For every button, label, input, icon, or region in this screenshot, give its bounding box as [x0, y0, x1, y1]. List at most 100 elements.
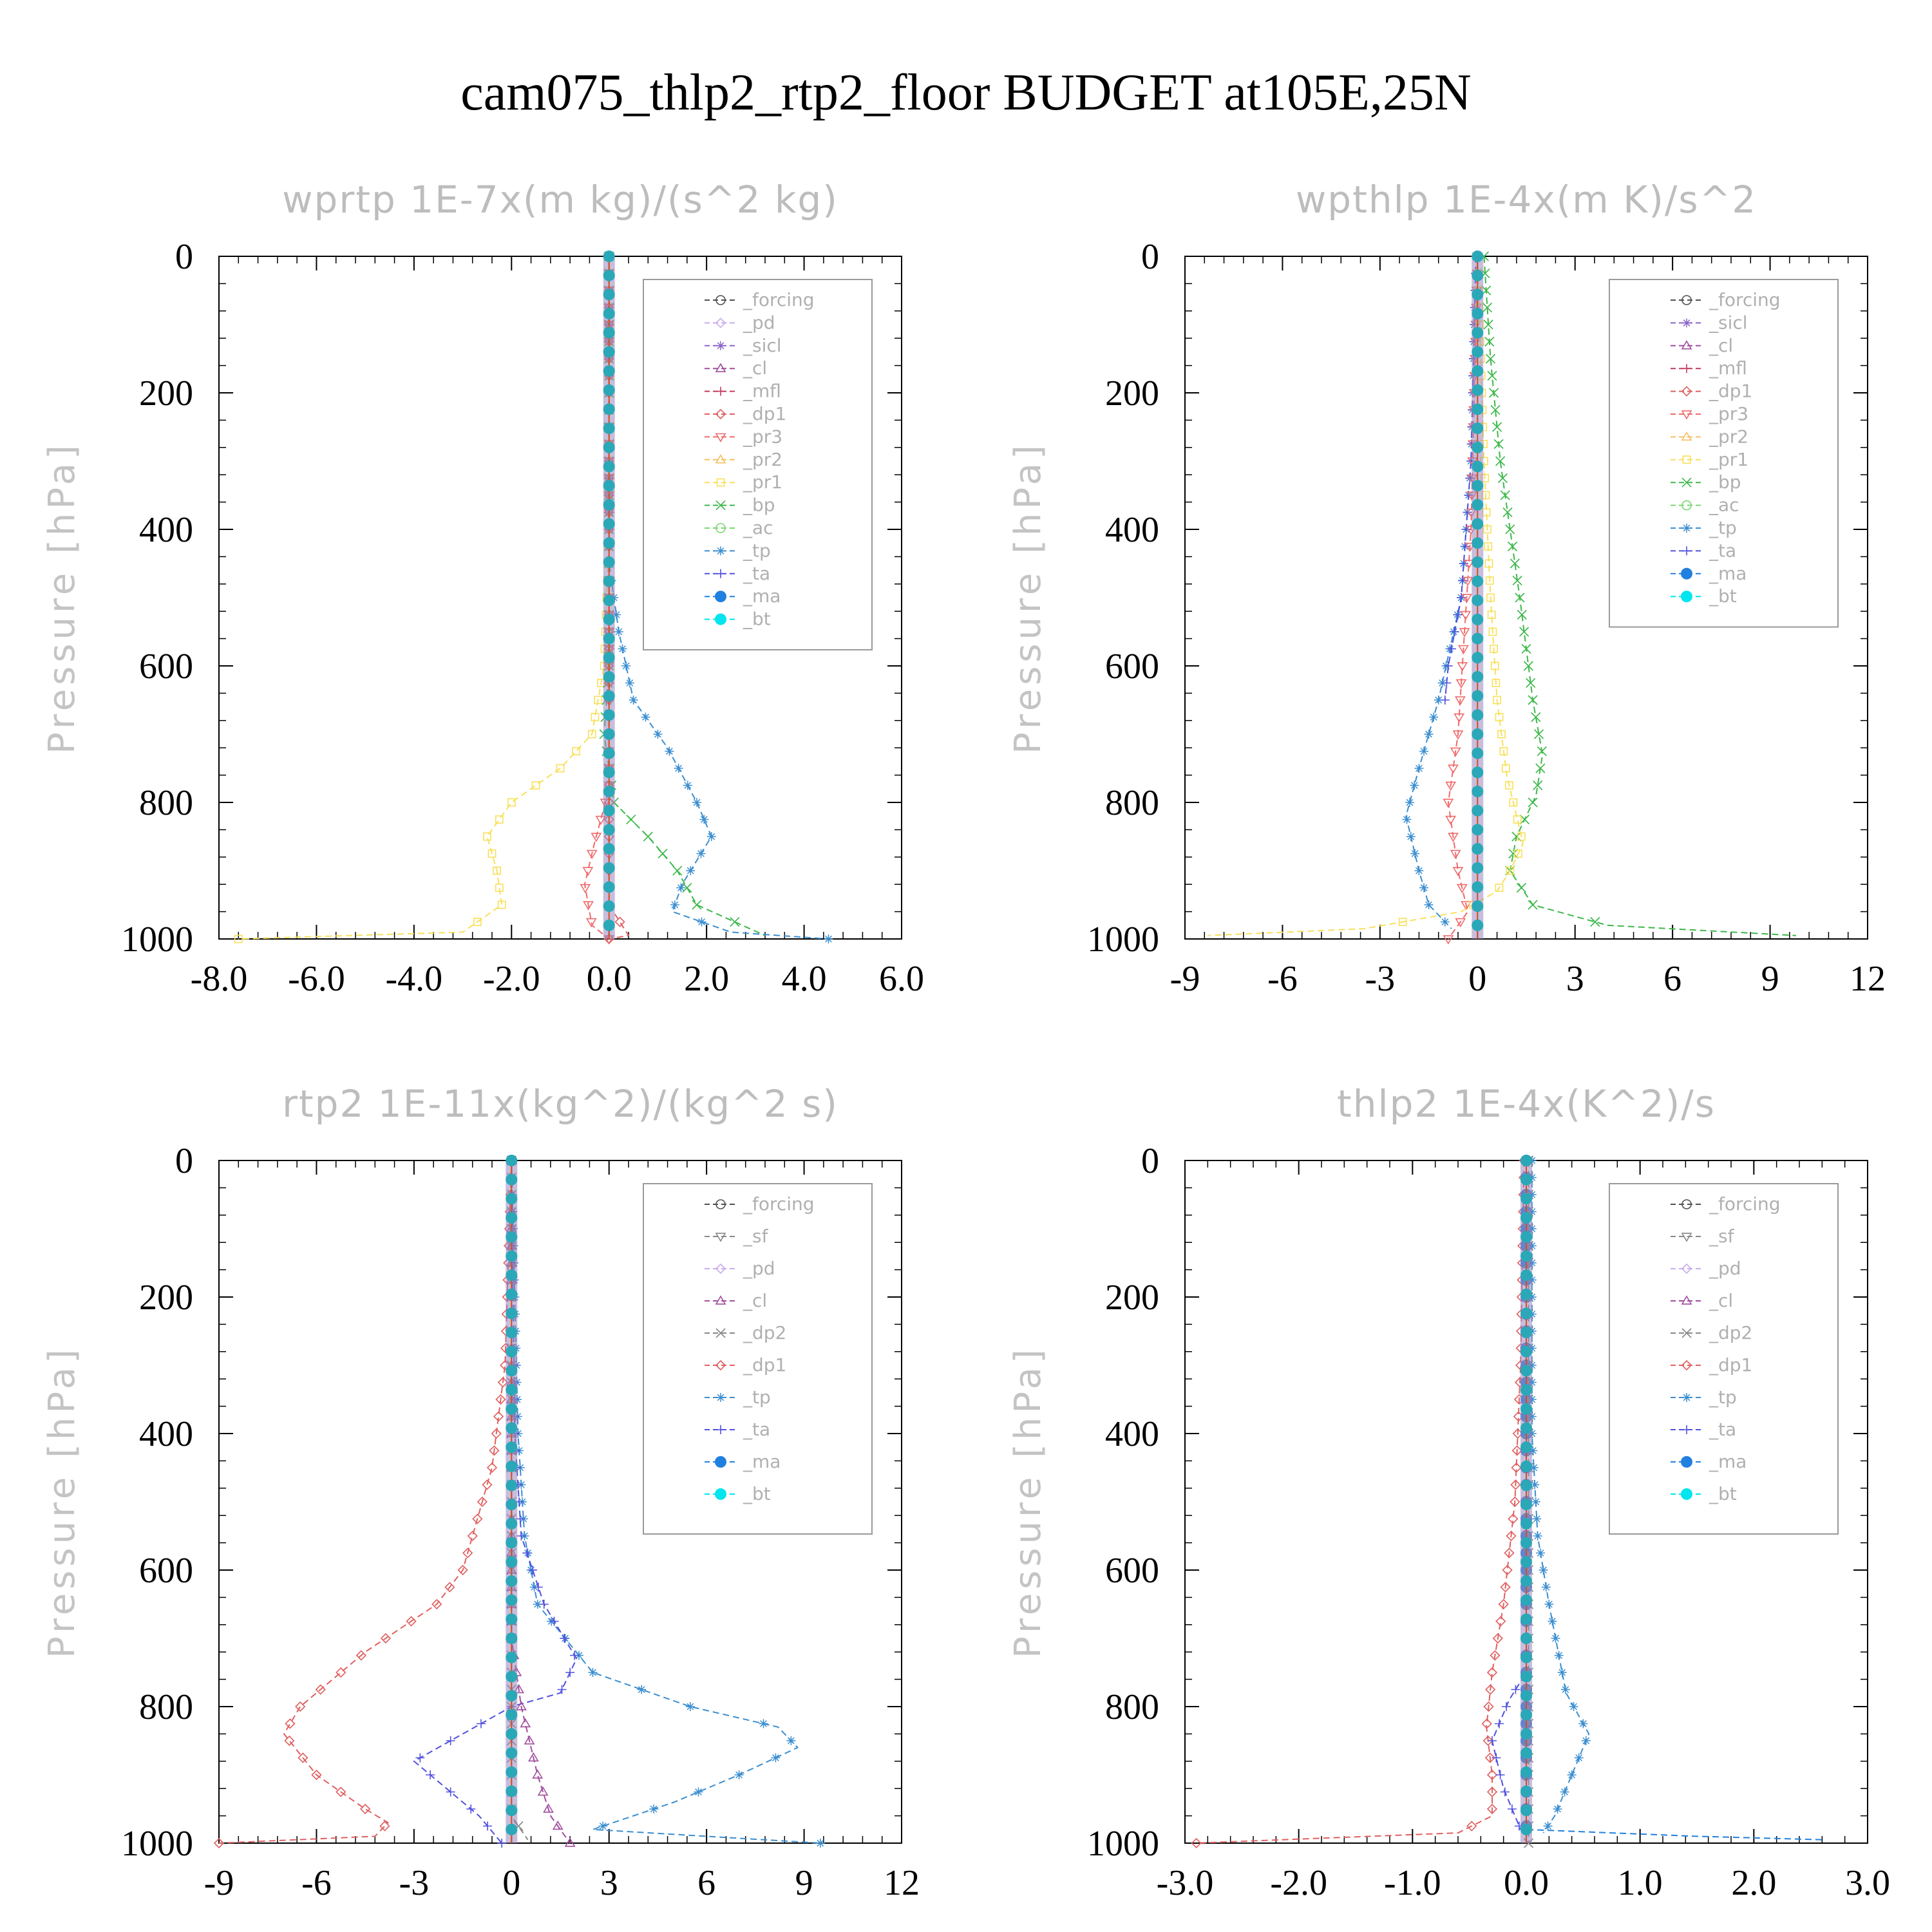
series-marker — [539, 1600, 549, 1609]
series-marker — [692, 798, 701, 807]
bt-marker — [603, 862, 615, 874]
series-marker — [621, 661, 631, 670]
series-marker — [527, 1752, 539, 1762]
series-marker — [1483, 319, 1493, 330]
series-marker — [1551, 1634, 1560, 1643]
bt-marker — [603, 900, 615, 913]
legend-marker — [1681, 295, 1692, 305]
legend-marker — [716, 1393, 725, 1402]
series-marker — [629, 696, 638, 705]
bt-marker — [1472, 365, 1484, 377]
x-tick-label: 0.0 — [1504, 1863, 1549, 1903]
y-tick-label: 1000 — [121, 1824, 193, 1864]
y-tick-label: 600 — [1105, 647, 1159, 687]
series-marker — [1517, 609, 1527, 620]
bt-marker — [1472, 308, 1484, 320]
series-marker — [614, 916, 625, 927]
panel-1: wprtp 1E-7x(m kg)/(s^2 kg) Pressure [hPa]… — [41, 178, 924, 999]
bt-marker — [603, 670, 615, 683]
series-marker — [1581, 1736, 1591, 1745]
series-marker — [1530, 1480, 1540, 1490]
bt-marker — [1520, 1728, 1532, 1740]
series-marker — [1497, 730, 1506, 739]
series-marker — [495, 884, 504, 892]
legend-marker — [1681, 1488, 1692, 1500]
series-marker — [653, 730, 663, 739]
bt-marker — [1472, 327, 1484, 339]
bt-marker — [1520, 1173, 1532, 1186]
legend-marker — [716, 478, 725, 487]
series-marker — [1505, 781, 1513, 790]
legend-marker — [1681, 1456, 1692, 1468]
bt-marker — [1520, 1575, 1532, 1587]
series-marker — [1511, 831, 1522, 842]
legend-entry: _pr2 — [743, 449, 782, 470]
bt-marker — [603, 537, 615, 549]
legend-entry: _forcing — [743, 1193, 815, 1215]
y-tick-label: 200 — [1105, 1278, 1159, 1318]
series-marker — [598, 1821, 608, 1831]
series-marker — [1511, 1445, 1522, 1456]
series-marker — [1560, 1787, 1569, 1797]
bt-marker — [1520, 1479, 1532, 1492]
series-marker — [618, 644, 627, 654]
series-marker — [522, 1548, 532, 1558]
bt-marker — [1472, 480, 1484, 492]
series-marker — [497, 900, 506, 909]
series-marker — [516, 1531, 526, 1540]
legend-marker — [1681, 500, 1692, 511]
series-line-dp1 — [218, 1160, 513, 1844]
bt-marker — [506, 1537, 518, 1549]
legend-marker — [715, 317, 726, 328]
series-marker — [1483, 1701, 1494, 1712]
series-marker — [1567, 1770, 1577, 1779]
legend-entry: _pr3 — [743, 426, 782, 447]
bt-marker — [603, 843, 615, 855]
bt-marker — [1520, 1403, 1532, 1415]
legend-entry: _tp — [1709, 1387, 1737, 1408]
x-tick-label: 4.0 — [782, 959, 827, 999]
bt-marker — [1472, 632, 1484, 645]
series-marker — [692, 900, 702, 910]
series-marker — [426, 1770, 435, 1779]
series-marker — [1454, 713, 1465, 723]
series-marker — [457, 1564, 468, 1576]
plot-frame — [1184, 256, 1868, 940]
x-tick-label: 0 — [502, 1863, 520, 1903]
series-marker — [1510, 558, 1520, 569]
series-marker — [1533, 729, 1544, 739]
bt-marker — [1472, 594, 1484, 607]
legend-entry: _bt — [743, 1483, 771, 1504]
bt-marker — [603, 690, 615, 702]
series-marker — [1429, 712, 1439, 722]
legend-entry: _dp2 — [1709, 1322, 1752, 1343]
series-marker — [379, 1821, 390, 1832]
series-marker — [1536, 1548, 1546, 1558]
bt-marker — [1520, 1785, 1532, 1797]
x-tick-label: 12 — [884, 1863, 920, 1903]
bt-marker — [1520, 1250, 1532, 1262]
series-marker — [1485, 576, 1494, 585]
series-marker — [1508, 1513, 1519, 1524]
series-line-tp — [511, 1160, 820, 1844]
series-marker — [493, 866, 501, 875]
x-tick-label: -9 — [1170, 959, 1200, 999]
series-marker — [1484, 542, 1493, 551]
bt-marker — [1472, 862, 1484, 874]
bt-marker — [506, 1804, 518, 1817]
series-marker — [1517, 832, 1526, 841]
legend-entry: _pd — [1709, 1258, 1741, 1279]
series-marker — [285, 1718, 296, 1729]
series-marker — [1443, 661, 1453, 670]
bt-marker — [506, 1556, 518, 1568]
series-marker — [586, 849, 598, 860]
series-marker — [641, 712, 650, 722]
x-tick-label: -1.0 — [1384, 1863, 1441, 1903]
series-marker — [1495, 456, 1506, 466]
bt-marker — [506, 1460, 518, 1472]
legend-entry: _mfl — [1709, 357, 1747, 379]
series-marker — [1493, 439, 1504, 450]
series-marker — [315, 1684, 326, 1695]
series-line-cl — [511, 1160, 571, 1844]
